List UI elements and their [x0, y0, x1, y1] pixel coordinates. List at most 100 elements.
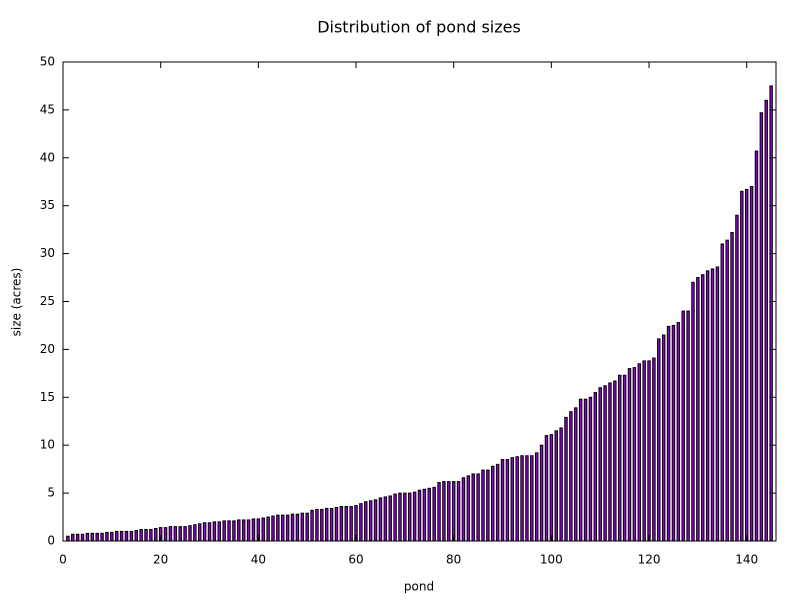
- y-tick-label: 50: [40, 55, 55, 69]
- bar: [66, 535, 70, 542]
- bar: [193, 524, 197, 542]
- bar: [744, 188, 749, 542]
- bar: [178, 526, 182, 542]
- bar: [622, 374, 627, 542]
- bar: [598, 387, 602, 542]
- bar: [105, 531, 109, 542]
- bar: [388, 495, 392, 542]
- bar: [168, 526, 173, 542]
- bar: [398, 492, 402, 542]
- bar: [124, 530, 129, 542]
- bar: [149, 529, 153, 542]
- bar: [456, 481, 461, 542]
- bar: [603, 385, 607, 542]
- bar: [110, 531, 114, 542]
- bar: [652, 357, 656, 542]
- bar: [393, 493, 397, 542]
- x-tick-label: 140: [735, 553, 758, 567]
- bar: [75, 533, 80, 542]
- bar: [691, 281, 695, 542]
- bar: [427, 487, 431, 542]
- bar: [530, 455, 534, 542]
- bar: [183, 526, 187, 542]
- bar: [593, 392, 598, 542]
- bar: [285, 514, 290, 542]
- bar: [261, 517, 265, 542]
- bar: [290, 513, 295, 542]
- bar: [710, 268, 715, 542]
- bar: [696, 277, 700, 542]
- bar: [154, 528, 158, 542]
- bar: [437, 482, 441, 542]
- bar: [500, 459, 505, 542]
- bar: [583, 398, 588, 542]
- bar: [271, 515, 275, 542]
- bar: [315, 508, 319, 542]
- bar: [666, 325, 671, 542]
- bar: [90, 532, 95, 542]
- bar: [725, 239, 729, 542]
- bar: [114, 530, 119, 542]
- bar: [119, 530, 124, 542]
- y-tick-label: 45: [40, 102, 55, 116]
- bar: [422, 488, 427, 542]
- bar: [359, 503, 363, 542]
- bar: [544, 435, 549, 542]
- bar: [466, 475, 471, 542]
- y-tick-label: 20: [40, 342, 55, 356]
- bar: [139, 529, 143, 542]
- bar: [251, 518, 256, 542]
- bar: [476, 473, 480, 542]
- bar: [642, 360, 646, 542]
- y-tick-label: 10: [40, 438, 55, 452]
- bar: [222, 520, 226, 542]
- y-tick-label: 15: [40, 390, 55, 404]
- bar: [461, 477, 466, 542]
- bar: [364, 501, 368, 542]
- y-axis-label: size (acres): [10, 268, 24, 337]
- x-tick-label: 100: [540, 553, 563, 567]
- y-tick-label: 35: [40, 198, 55, 212]
- bar: [408, 492, 412, 542]
- bar: [588, 396, 593, 542]
- bar: [554, 430, 558, 542]
- bar: [705, 270, 710, 542]
- bar: [276, 514, 280, 542]
- bar: [764, 99, 768, 542]
- bar: [505, 459, 510, 542]
- bar: [85, 532, 90, 542]
- bar: [451, 481, 456, 542]
- bar: [447, 481, 451, 542]
- bar: [613, 380, 617, 542]
- bar: [344, 506, 348, 542]
- bar: [432, 486, 436, 542]
- bar: [515, 456, 519, 542]
- bar: [442, 481, 446, 542]
- bar: [368, 500, 373, 542]
- bar: [212, 521, 217, 542]
- y-tick-label: 30: [40, 246, 55, 260]
- bar: [510, 457, 515, 542]
- bar: [329, 507, 334, 542]
- bar: [569, 411, 573, 542]
- bar: [295, 513, 300, 542]
- bar: [188, 525, 192, 542]
- bar: [403, 492, 407, 542]
- bar: [539, 444, 544, 542]
- bar: [207, 522, 212, 542]
- bar: [378, 497, 383, 542]
- bar: [471, 473, 475, 542]
- x-tick-label: 60: [348, 553, 363, 567]
- bar: [71, 533, 75, 542]
- bar: [339, 506, 344, 542]
- bar: [559, 427, 563, 542]
- x-tick-label: 120: [638, 553, 661, 567]
- bar: [520, 455, 524, 542]
- bar: [486, 469, 490, 542]
- bar: [237, 519, 241, 542]
- bar: [349, 506, 353, 542]
- bar: [412, 491, 417, 542]
- bar: [495, 463, 500, 542]
- y-tick-label: 25: [40, 294, 55, 308]
